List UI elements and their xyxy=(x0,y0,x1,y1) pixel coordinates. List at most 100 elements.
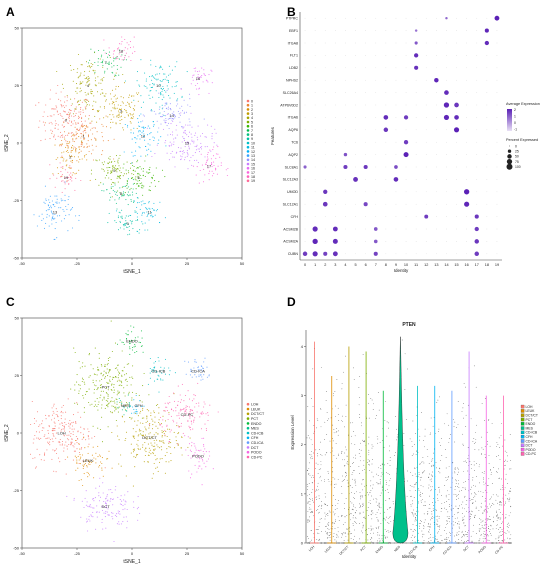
point-17 xyxy=(207,156,208,157)
point-14 xyxy=(166,104,167,105)
point-LEUK xyxy=(84,473,85,474)
dot-low xyxy=(355,204,356,205)
jitter-point xyxy=(450,434,451,435)
point-DCT xyxy=(133,501,134,502)
dot-low xyxy=(386,142,387,143)
point-PCT xyxy=(107,398,108,399)
point-18 xyxy=(121,36,122,37)
jitter-point xyxy=(313,502,314,503)
point-LOH xyxy=(38,438,39,439)
point-2 xyxy=(68,167,69,168)
dot-low xyxy=(466,92,467,93)
jitter-point xyxy=(333,477,334,478)
jitter-point xyxy=(395,452,396,453)
jitter-point xyxy=(390,543,391,544)
point-3 xyxy=(130,107,131,108)
point-13 xyxy=(49,215,50,216)
dot-low xyxy=(335,92,336,93)
jitter-point xyxy=(455,522,456,523)
jitter-point xyxy=(331,418,332,419)
jitter-point xyxy=(438,400,439,401)
jitter-point xyxy=(368,540,369,541)
point-15 xyxy=(199,151,200,152)
point-LOH xyxy=(65,442,66,443)
jitter-point xyxy=(470,516,471,517)
point-3 xyxy=(124,82,125,83)
point-19 xyxy=(80,180,81,181)
jitter-point xyxy=(416,415,417,416)
jitter-point xyxy=(373,485,374,486)
jitter-point xyxy=(313,533,314,534)
point-5 xyxy=(108,158,109,159)
legend-swatch xyxy=(247,108,250,111)
point-10 xyxy=(140,95,141,96)
jitter-point xyxy=(428,526,429,527)
point-DCT/CT xyxy=(138,448,139,449)
point-PCT xyxy=(86,391,87,392)
point-12 xyxy=(147,134,148,135)
jitter-point xyxy=(353,506,354,507)
point-CD-PC xyxy=(173,393,174,394)
point-PCT xyxy=(82,366,83,367)
point-14 xyxy=(169,118,170,119)
point-13 xyxy=(49,207,50,208)
jitter-point xyxy=(423,528,424,529)
point-3 xyxy=(118,86,119,87)
dot-low xyxy=(396,67,397,68)
dot-low xyxy=(396,191,397,192)
jitter-point xyxy=(342,543,343,544)
point-PCT xyxy=(93,426,94,427)
point-PCT xyxy=(120,381,121,382)
jitter-point xyxy=(453,508,454,509)
y-tick-label: 50 xyxy=(15,26,20,31)
dot-low xyxy=(386,179,387,180)
dot-low xyxy=(325,129,326,130)
jitter-point xyxy=(467,536,468,537)
point-2 xyxy=(62,168,63,169)
dot-low xyxy=(466,43,467,44)
point-11 xyxy=(137,213,138,214)
point-10 xyxy=(164,90,165,91)
point-10 xyxy=(141,107,142,108)
point-DCT/CT xyxy=(157,467,158,468)
dot-LDB2-11 xyxy=(414,66,418,70)
jitter-point xyxy=(330,540,331,541)
point-0 xyxy=(49,123,50,124)
point-4 xyxy=(80,73,81,74)
point-ENDO xyxy=(127,334,128,335)
point-17 xyxy=(216,153,217,154)
jitter-point xyxy=(342,383,343,384)
point-4 xyxy=(89,104,90,105)
jitter-point xyxy=(432,472,433,473)
jitter-point xyxy=(320,454,321,455)
point-DCT xyxy=(87,530,88,531)
point-DCT xyxy=(95,497,96,498)
jitter-point xyxy=(365,495,366,496)
jitter-point xyxy=(466,500,467,501)
jitter-point xyxy=(335,540,336,541)
dot-SLC12A3-9 xyxy=(394,177,399,182)
jitter-point xyxy=(377,436,378,437)
point-PCT xyxy=(142,385,143,386)
jitter-point xyxy=(475,493,476,494)
jitter-point xyxy=(470,500,471,501)
point-3 xyxy=(122,111,123,112)
point-6 xyxy=(135,171,136,172)
jitter-point xyxy=(429,530,430,531)
jitter-point xyxy=(425,436,426,437)
dot-low xyxy=(325,167,326,168)
point-LOH xyxy=(52,449,53,450)
point-PCT xyxy=(117,381,118,382)
point-CD-PC xyxy=(190,427,191,428)
jitter-point xyxy=(319,512,320,513)
jitter-point xyxy=(412,441,413,442)
point-DCT/CT xyxy=(142,447,143,448)
point-DCT/CT xyxy=(166,461,167,462)
point-0 xyxy=(72,123,73,124)
jitter-point xyxy=(389,498,390,499)
jitter-point xyxy=(363,503,364,504)
point-LEUK xyxy=(67,457,68,458)
point-DCT xyxy=(124,508,125,509)
point-DCT/CT xyxy=(156,444,157,445)
